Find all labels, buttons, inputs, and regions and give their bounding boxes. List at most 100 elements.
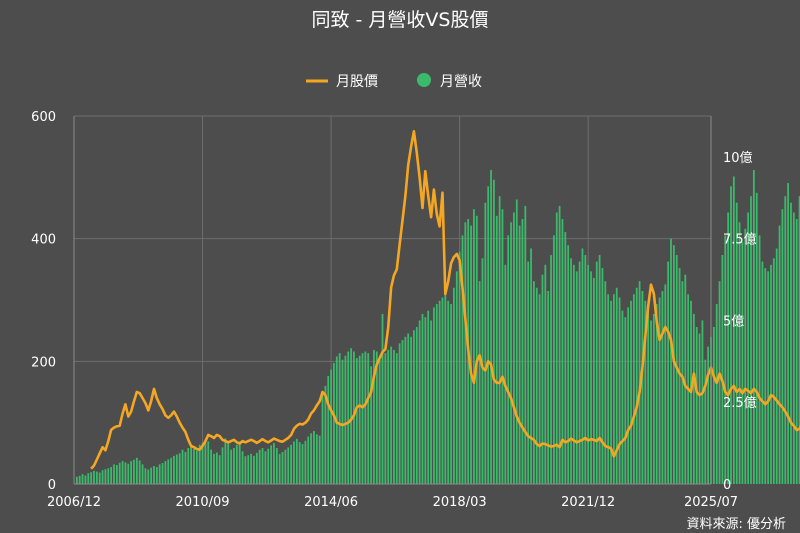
- revenue-bar: [670, 238, 672, 484]
- revenue-bar: [233, 448, 235, 484]
- revenue-bar: [732, 176, 735, 484]
- grid: [73, 115, 712, 485]
- revenue-bar: [498, 196, 501, 485]
- y-right-tick-label: 7.5億: [723, 232, 757, 248]
- revenue-bar: [681, 281, 684, 484]
- revenue-bar: [427, 310, 430, 484]
- revenue-bar: [138, 460, 141, 484]
- revenue-bar: [464, 222, 467, 485]
- revenue-bar: [410, 336, 412, 484]
- y-right-tick-label: 2.5億: [723, 395, 757, 411]
- revenue-bar: [353, 351, 355, 484]
- revenue-bar: [535, 287, 538, 484]
- revenue-bar: [401, 340, 404, 484]
- revenue-bar: [384, 353, 387, 484]
- revenue-bar: [461, 235, 464, 484]
- revenue-bar: [587, 264, 590, 484]
- revenue-bar: [592, 277, 595, 484]
- revenue-bar: [684, 274, 687, 484]
- revenue-bar: [598, 255, 601, 484]
- y-left-tick-label: 0: [48, 478, 56, 493]
- revenue-bar: [333, 362, 335, 484]
- revenue-bar: [530, 248, 532, 484]
- revenue-bar: [770, 264, 772, 484]
- revenue-bar: [778, 225, 781, 485]
- revenue-bar: [430, 320, 432, 484]
- revenue-bar: [544, 264, 547, 484]
- revenue-bar: [367, 353, 370, 484]
- revenue-bar: [533, 281, 535, 484]
- revenue-bar: [601, 268, 604, 484]
- revenue-bar: [110, 466, 113, 484]
- revenue-bar: [458, 251, 461, 484]
- revenue-bar: [404, 336, 407, 484]
- revenue-bar: [484, 202, 487, 484]
- y-right-tick-label: 5億: [723, 313, 744, 329]
- revenue-bar: [135, 457, 138, 484]
- revenue-bar: [481, 258, 484, 484]
- price-line: [90, 130, 800, 470]
- revenue-bar: [407, 333, 410, 484]
- revenue-bar: [304, 440, 307, 484]
- revenue-bar: [618, 297, 621, 484]
- revenue-bar: [647, 310, 650, 484]
- revenue-bar: [447, 300, 450, 484]
- legend-revenue-label: 月營收: [440, 74, 482, 90]
- revenue-bar: [130, 461, 133, 484]
- revenue-bar: [298, 442, 301, 484]
- revenue-bar: [78, 475, 81, 484]
- y-right-tick-label: 0: [723, 478, 731, 493]
- revenue-bar: [201, 443, 204, 484]
- revenue-bar: [293, 441, 295, 484]
- revenue-bar: [441, 297, 444, 484]
- revenue-bar: [350, 348, 352, 484]
- revenue-bar: [218, 455, 221, 484]
- revenue-bar: [267, 448, 270, 484]
- y-left-tick-label: 600: [31, 110, 56, 125]
- revenue-bar: [701, 320, 704, 484]
- y-left-tick-label: 400: [31, 233, 56, 248]
- revenue-bar: [672, 245, 675, 484]
- revenue-bar: [635, 287, 638, 484]
- revenue-bar: [170, 457, 173, 484]
- revenue-bar: [341, 359, 344, 484]
- revenue-bar: [527, 261, 530, 484]
- revenue-bar: [310, 433, 312, 484]
- revenue-bar: [747, 212, 750, 484]
- revenue-bar: [330, 369, 332, 484]
- revenue-bar: [510, 222, 512, 485]
- revenue-bar: [361, 353, 364, 484]
- revenue-bar: [470, 225, 472, 485]
- revenue-bar: [744, 228, 747, 484]
- revenue-bar: [678, 268, 681, 484]
- revenue-bar: [395, 353, 398, 484]
- revenue-bar: [318, 435, 321, 484]
- y-left-tick-label: 200: [31, 355, 56, 370]
- revenue-bar: [627, 307, 630, 484]
- revenue-bar: [424, 317, 427, 484]
- revenue-bar: [195, 450, 198, 484]
- revenue-bar: [433, 307, 435, 484]
- revenue-bar: [155, 466, 158, 484]
- revenue-bar: [324, 385, 327, 484]
- revenue-bar: [213, 453, 215, 484]
- legend-item-revenue[interactable]: 月營收: [417, 73, 482, 90]
- legend-item-price[interactable]: 月股價: [306, 73, 378, 90]
- revenue-bar: [438, 300, 441, 484]
- revenue-bar: [695, 326, 698, 484]
- revenue-bar: [127, 463, 130, 484]
- revenue-bar: [547, 291, 550, 484]
- revenue-bar: [133, 459, 135, 484]
- revenue-bar: [624, 317, 627, 484]
- revenue-bar: [612, 294, 615, 484]
- revenue-bar: [652, 313, 655, 484]
- revenue-bar: [658, 297, 661, 484]
- revenue-bar: [541, 274, 544, 484]
- revenue-bar: [153, 466, 155, 484]
- revenue-bar: [630, 300, 632, 484]
- revenue-bar: [235, 444, 238, 484]
- revenue-bar: [121, 461, 124, 484]
- source-note: 資料來源: 優分析: [686, 517, 786, 532]
- revenue-bar: [604, 281, 607, 484]
- revenue-bar: [144, 468, 147, 484]
